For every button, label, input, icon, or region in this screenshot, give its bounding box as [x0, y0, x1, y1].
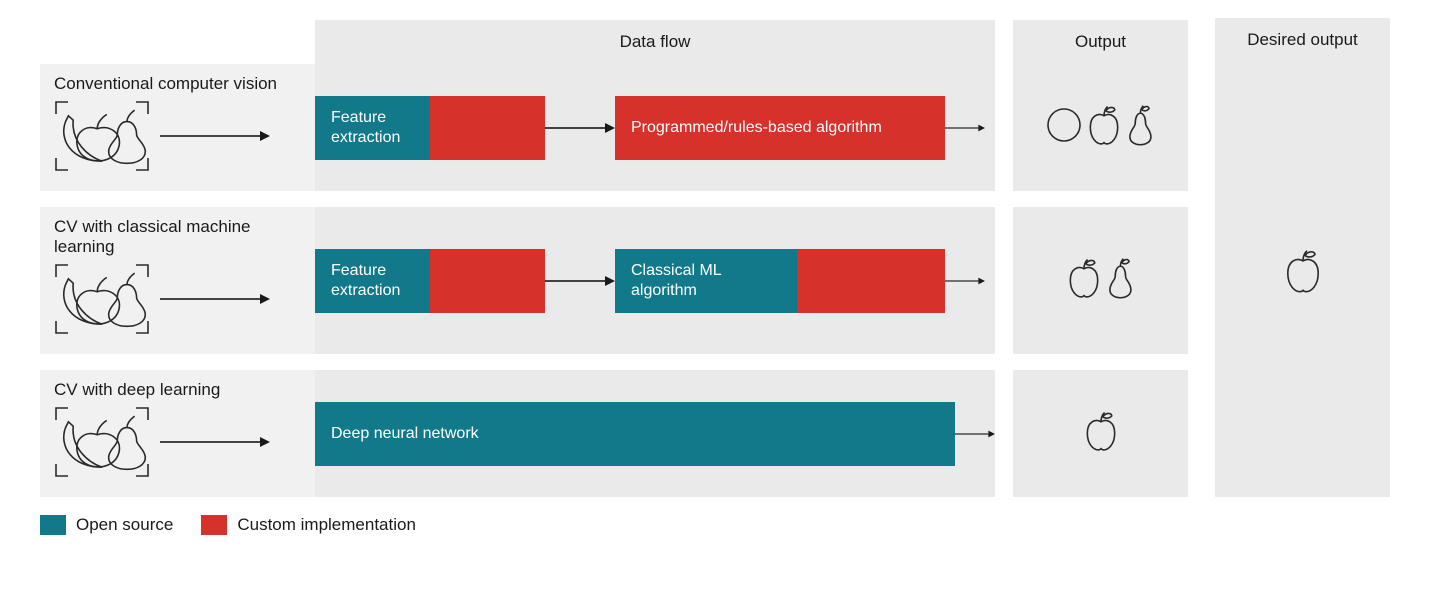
output-cell — [1013, 64, 1188, 191]
rows-wrap: Desired output Conventional computer vis… — [40, 64, 1390, 497]
pear-icon — [1126, 104, 1155, 151]
circle-icon — [1046, 104, 1082, 151]
input-cell: Conventional computer vision — [40, 64, 315, 191]
row-label: CV with deep learning — [54, 380, 301, 400]
legend: Open source Custom implementation — [40, 515, 1390, 535]
cv-approaches-diagram: Data flow Output Desired output Conventi… — [40, 20, 1390, 535]
header-output: Output — [1013, 20, 1188, 64]
process-block: Deep neural network — [315, 402, 955, 466]
process-block: Feature extraction — [315, 96, 545, 160]
fruit-basket-icon — [54, 406, 150, 483]
apple-icon — [1086, 104, 1122, 151]
rows-container: Conventional computer vision Feature ext… — [40, 64, 1390, 497]
arrow-icon — [955, 426, 995, 442]
input-cell: CV with classical machine learning — [40, 207, 315, 354]
column-headers: Data flow Output — [40, 20, 1390, 64]
process-block: Feature extraction — [315, 249, 545, 313]
desired-output-body — [1215, 50, 1390, 497]
arrow-icon — [545, 120, 615, 136]
desired-output-header: Desired output — [1247, 30, 1358, 50]
process-block: Programmed/rules-based algorithm — [615, 96, 945, 160]
flow-cell: Deep neural network — [315, 370, 995, 497]
flow-cell: Feature extraction Classical ML algorith… — [315, 207, 995, 354]
desired-output-column: Desired output — [1215, 18, 1390, 497]
row-label: CV with classical machine learning — [54, 217, 301, 257]
legend-custom-impl: Custom implementation — [201, 515, 416, 535]
process-block: Classical ML algorithm — [615, 249, 945, 313]
flow-cell: Feature extraction Programmed/rules-base… — [315, 64, 995, 191]
legend-label-open: Open source — [76, 515, 173, 535]
flow-row: CV with deep learning Deep neural networ… — [40, 370, 1390, 497]
legend-label-custom: Custom implementation — [237, 515, 416, 535]
output-cell — [1013, 207, 1188, 354]
arrow-icon — [945, 120, 985, 136]
arrow-icon — [160, 128, 270, 149]
apple-icon — [1066, 257, 1102, 304]
legend-swatch-custom — [201, 515, 227, 535]
arrow-icon — [160, 291, 270, 312]
header-spacer — [40, 20, 315, 64]
apple-icon — [1083, 410, 1119, 457]
header-dataflow: Data flow — [315, 20, 995, 64]
output-cell — [1013, 370, 1188, 497]
apple-icon — [1283, 248, 1323, 299]
arrow-icon — [545, 273, 615, 289]
arrow-icon — [945, 273, 985, 289]
row-label: Conventional computer vision — [54, 74, 301, 94]
legend-open-source: Open source — [40, 515, 173, 535]
flow-row: Conventional computer vision Feature ext… — [40, 64, 1390, 191]
input-cell: CV with deep learning — [40, 370, 315, 497]
fruit-basket-icon — [54, 263, 150, 340]
arrow-icon — [160, 434, 270, 455]
pear-icon — [1106, 257, 1135, 304]
fruit-basket-icon — [54, 100, 150, 177]
legend-swatch-open — [40, 515, 66, 535]
flow-row: CV with classical machine learning Featu… — [40, 207, 1390, 354]
